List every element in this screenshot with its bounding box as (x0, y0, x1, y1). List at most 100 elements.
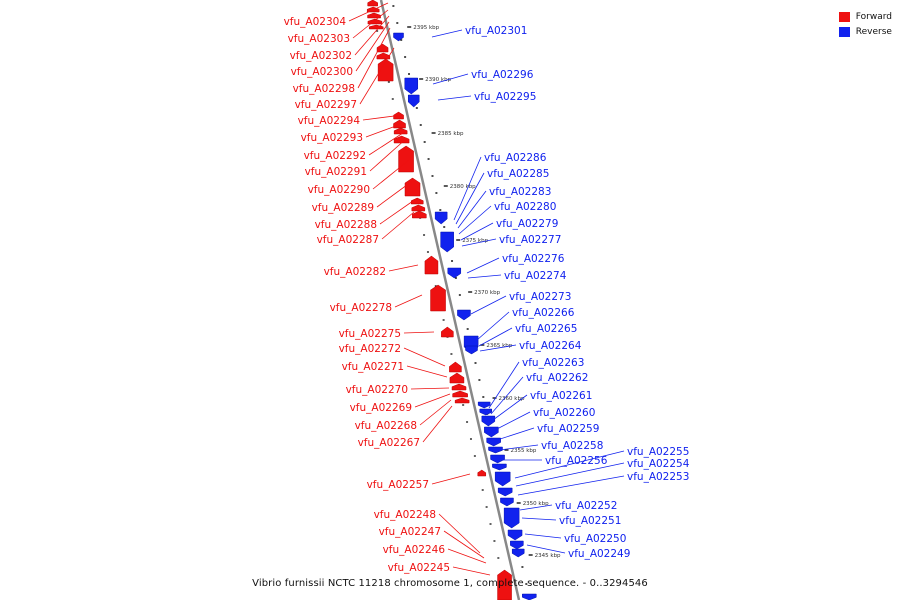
reverse-gene-label[interactable]: vfu_A02252 (555, 500, 617, 512)
forward-gene[interactable] (412, 210, 427, 219)
forward-gene[interactable] (454, 397, 470, 404)
reverse-gene-label[interactable]: vfu_A02255 (627, 446, 689, 458)
reverse-gene-label[interactable]: vfu_A02274 (504, 270, 567, 282)
reverse-gene-label[interactable]: vfu_A02273 (509, 291, 571, 303)
forward-gene[interactable] (367, 0, 378, 7)
reverse-gene[interactable] (503, 507, 520, 529)
forward-gene-label[interactable]: vfu_A02275 (339, 328, 401, 340)
forward-gene[interactable] (452, 390, 468, 398)
reverse-gene[interactable] (511, 548, 525, 558)
reverse-gene[interactable] (492, 463, 507, 471)
reverse-gene[interactable] (407, 94, 420, 108)
reverse-gene-label[interactable]: vfu_A02286 (484, 152, 547, 164)
forward-gene[interactable] (449, 372, 465, 384)
forward-gene[interactable] (377, 58, 394, 82)
forward-gene[interactable] (411, 204, 426, 212)
reverse-gene[interactable] (510, 540, 524, 550)
reverse-gene[interactable] (434, 211, 448, 225)
forward-gene-label[interactable]: vfu_A02291 (305, 166, 367, 178)
reverse-gene-label[interactable]: vfu_A02259 (537, 423, 599, 435)
reverse-gene-label[interactable]: vfu_A02251 (559, 515, 621, 527)
forward-gene-label[interactable]: vfu_A02246 (383, 544, 446, 556)
forward-gene-label[interactable]: vfu_A02297 (295, 99, 357, 111)
reverse-gene-label[interactable]: vfu_A02262 (526, 372, 588, 384)
reverse-gene-label[interactable]: vfu_A02295 (474, 91, 536, 103)
reverse-gene[interactable] (500, 497, 514, 507)
reverse-gene[interactable] (490, 454, 505, 464)
forward-gene-label[interactable]: vfu_A02245 (388, 562, 450, 574)
forward-gene-label[interactable]: vfu_A02270 (346, 384, 408, 396)
forward-gene-label[interactable]: vfu_A02300 (291, 66, 353, 78)
forward-gene[interactable] (424, 255, 439, 275)
forward-gene-label[interactable]: vfu_A02268 (355, 420, 417, 432)
forward-gene-label[interactable]: vfu_A02302 (290, 50, 352, 62)
reverse-gene-label[interactable]: vfu_A02249 (568, 548, 630, 560)
forward-gene[interactable] (367, 12, 381, 19)
reverse-gene[interactable] (404, 77, 419, 95)
forward-gene-label[interactable]: vfu_A02292 (304, 150, 366, 162)
reverse-gene-label[interactable]: vfu_A02277 (499, 234, 561, 246)
reverse-gene[interactable] (484, 426, 499, 438)
reverse-gene-label[interactable]: vfu_A02264 (519, 340, 582, 352)
reverse-gene[interactable] (393, 32, 404, 42)
reverse-gene-label[interactable]: vfu_A02263 (522, 357, 584, 369)
reverse-gene-label[interactable]: vfu_A02283 (489, 186, 551, 198)
forward-gene-label[interactable]: vfu_A02304 (284, 16, 347, 28)
reverse-gene-label[interactable]: vfu_A02301 (465, 25, 527, 37)
forward-gene-label[interactable]: vfu_A02287 (317, 234, 379, 246)
reverse-gene[interactable] (522, 593, 537, 600)
reverse-gene[interactable] (477, 401, 491, 409)
forward-gene[interactable] (404, 177, 421, 197)
reverse-gene[interactable] (507, 529, 523, 541)
forward-gene[interactable] (449, 361, 462, 373)
reverse-gene[interactable] (488, 446, 503, 454)
reverse-gene-label[interactable]: vfu_A02253 (627, 471, 689, 483)
forward-gene[interactable] (393, 119, 406, 129)
forward-gene-label[interactable]: vfu_A02289 (312, 202, 374, 214)
reverse-gene[interactable] (481, 415, 496, 427)
reverse-gene[interactable] (494, 471, 511, 487)
forward-gene-label[interactable]: vfu_A02267 (358, 437, 420, 449)
forward-gene[interactable] (497, 569, 512, 600)
forward-gene[interactable] (376, 43, 389, 53)
reverse-gene[interactable] (440, 231, 454, 253)
forward-gene[interactable] (441, 326, 454, 338)
forward-gene-label[interactable]: vfu_A02288 (315, 219, 377, 231)
reverse-gene-label[interactable]: vfu_A02254 (627, 458, 690, 470)
reverse-gene-label[interactable]: vfu_A02280 (494, 201, 556, 213)
forward-gene[interactable] (410, 197, 424, 205)
reverse-gene-label[interactable]: vfu_A02266 (512, 307, 575, 319)
reverse-gene[interactable] (497, 487, 513, 497)
reverse-gene[interactable] (479, 408, 493, 416)
reverse-gene-label[interactable]: vfu_A02250 (564, 533, 626, 545)
reverse-gene-label[interactable]: vfu_A02265 (515, 323, 577, 335)
reverse-gene-label[interactable]: vfu_A02276 (502, 253, 565, 265)
forward-gene[interactable] (477, 469, 487, 477)
forward-gene-label[interactable]: vfu_A02282 (324, 266, 386, 278)
forward-gene[interactable] (430, 284, 446, 312)
forward-gene[interactable] (393, 135, 410, 144)
reverse-gene[interactable] (465, 345, 478, 355)
forward-gene-label[interactable]: vfu_A02248 (374, 509, 436, 521)
reverse-gene-label[interactable]: vfu_A02260 (533, 407, 595, 419)
reverse-gene-label[interactable]: vfu_A02261 (530, 390, 592, 402)
forward-gene-label[interactable]: vfu_A02269 (350, 402, 412, 414)
forward-gene-label[interactable]: vfu_A02294 (298, 115, 361, 127)
forward-gene[interactable] (393, 127, 408, 135)
reverse-gene-label[interactable]: vfu_A02258 (541, 440, 603, 452)
forward-gene-label[interactable]: vfu_A02303 (288, 33, 350, 45)
reverse-gene[interactable] (457, 309, 471, 321)
forward-gene-label[interactable]: vfu_A02247 (379, 526, 441, 538)
forward-gene[interactable] (398, 145, 414, 173)
reverse-gene[interactable] (447, 267, 462, 279)
forward-gene[interactable] (451, 383, 467, 391)
forward-gene-label[interactable]: vfu_A02257 (367, 479, 429, 491)
forward-gene-label[interactable]: vfu_A02298 (293, 83, 355, 95)
forward-gene[interactable] (376, 52, 391, 60)
forward-gene-label[interactable]: vfu_A02271 (342, 361, 404, 373)
reverse-gene-label[interactable]: vfu_A02279 (496, 218, 558, 230)
forward-gene-label[interactable]: vfu_A02272 (339, 343, 401, 355)
forward-gene[interactable] (367, 18, 383, 25)
reverse-gene-label[interactable]: vfu_A02296 (471, 69, 534, 81)
forward-gene-label[interactable]: vfu_A02290 (308, 184, 370, 196)
